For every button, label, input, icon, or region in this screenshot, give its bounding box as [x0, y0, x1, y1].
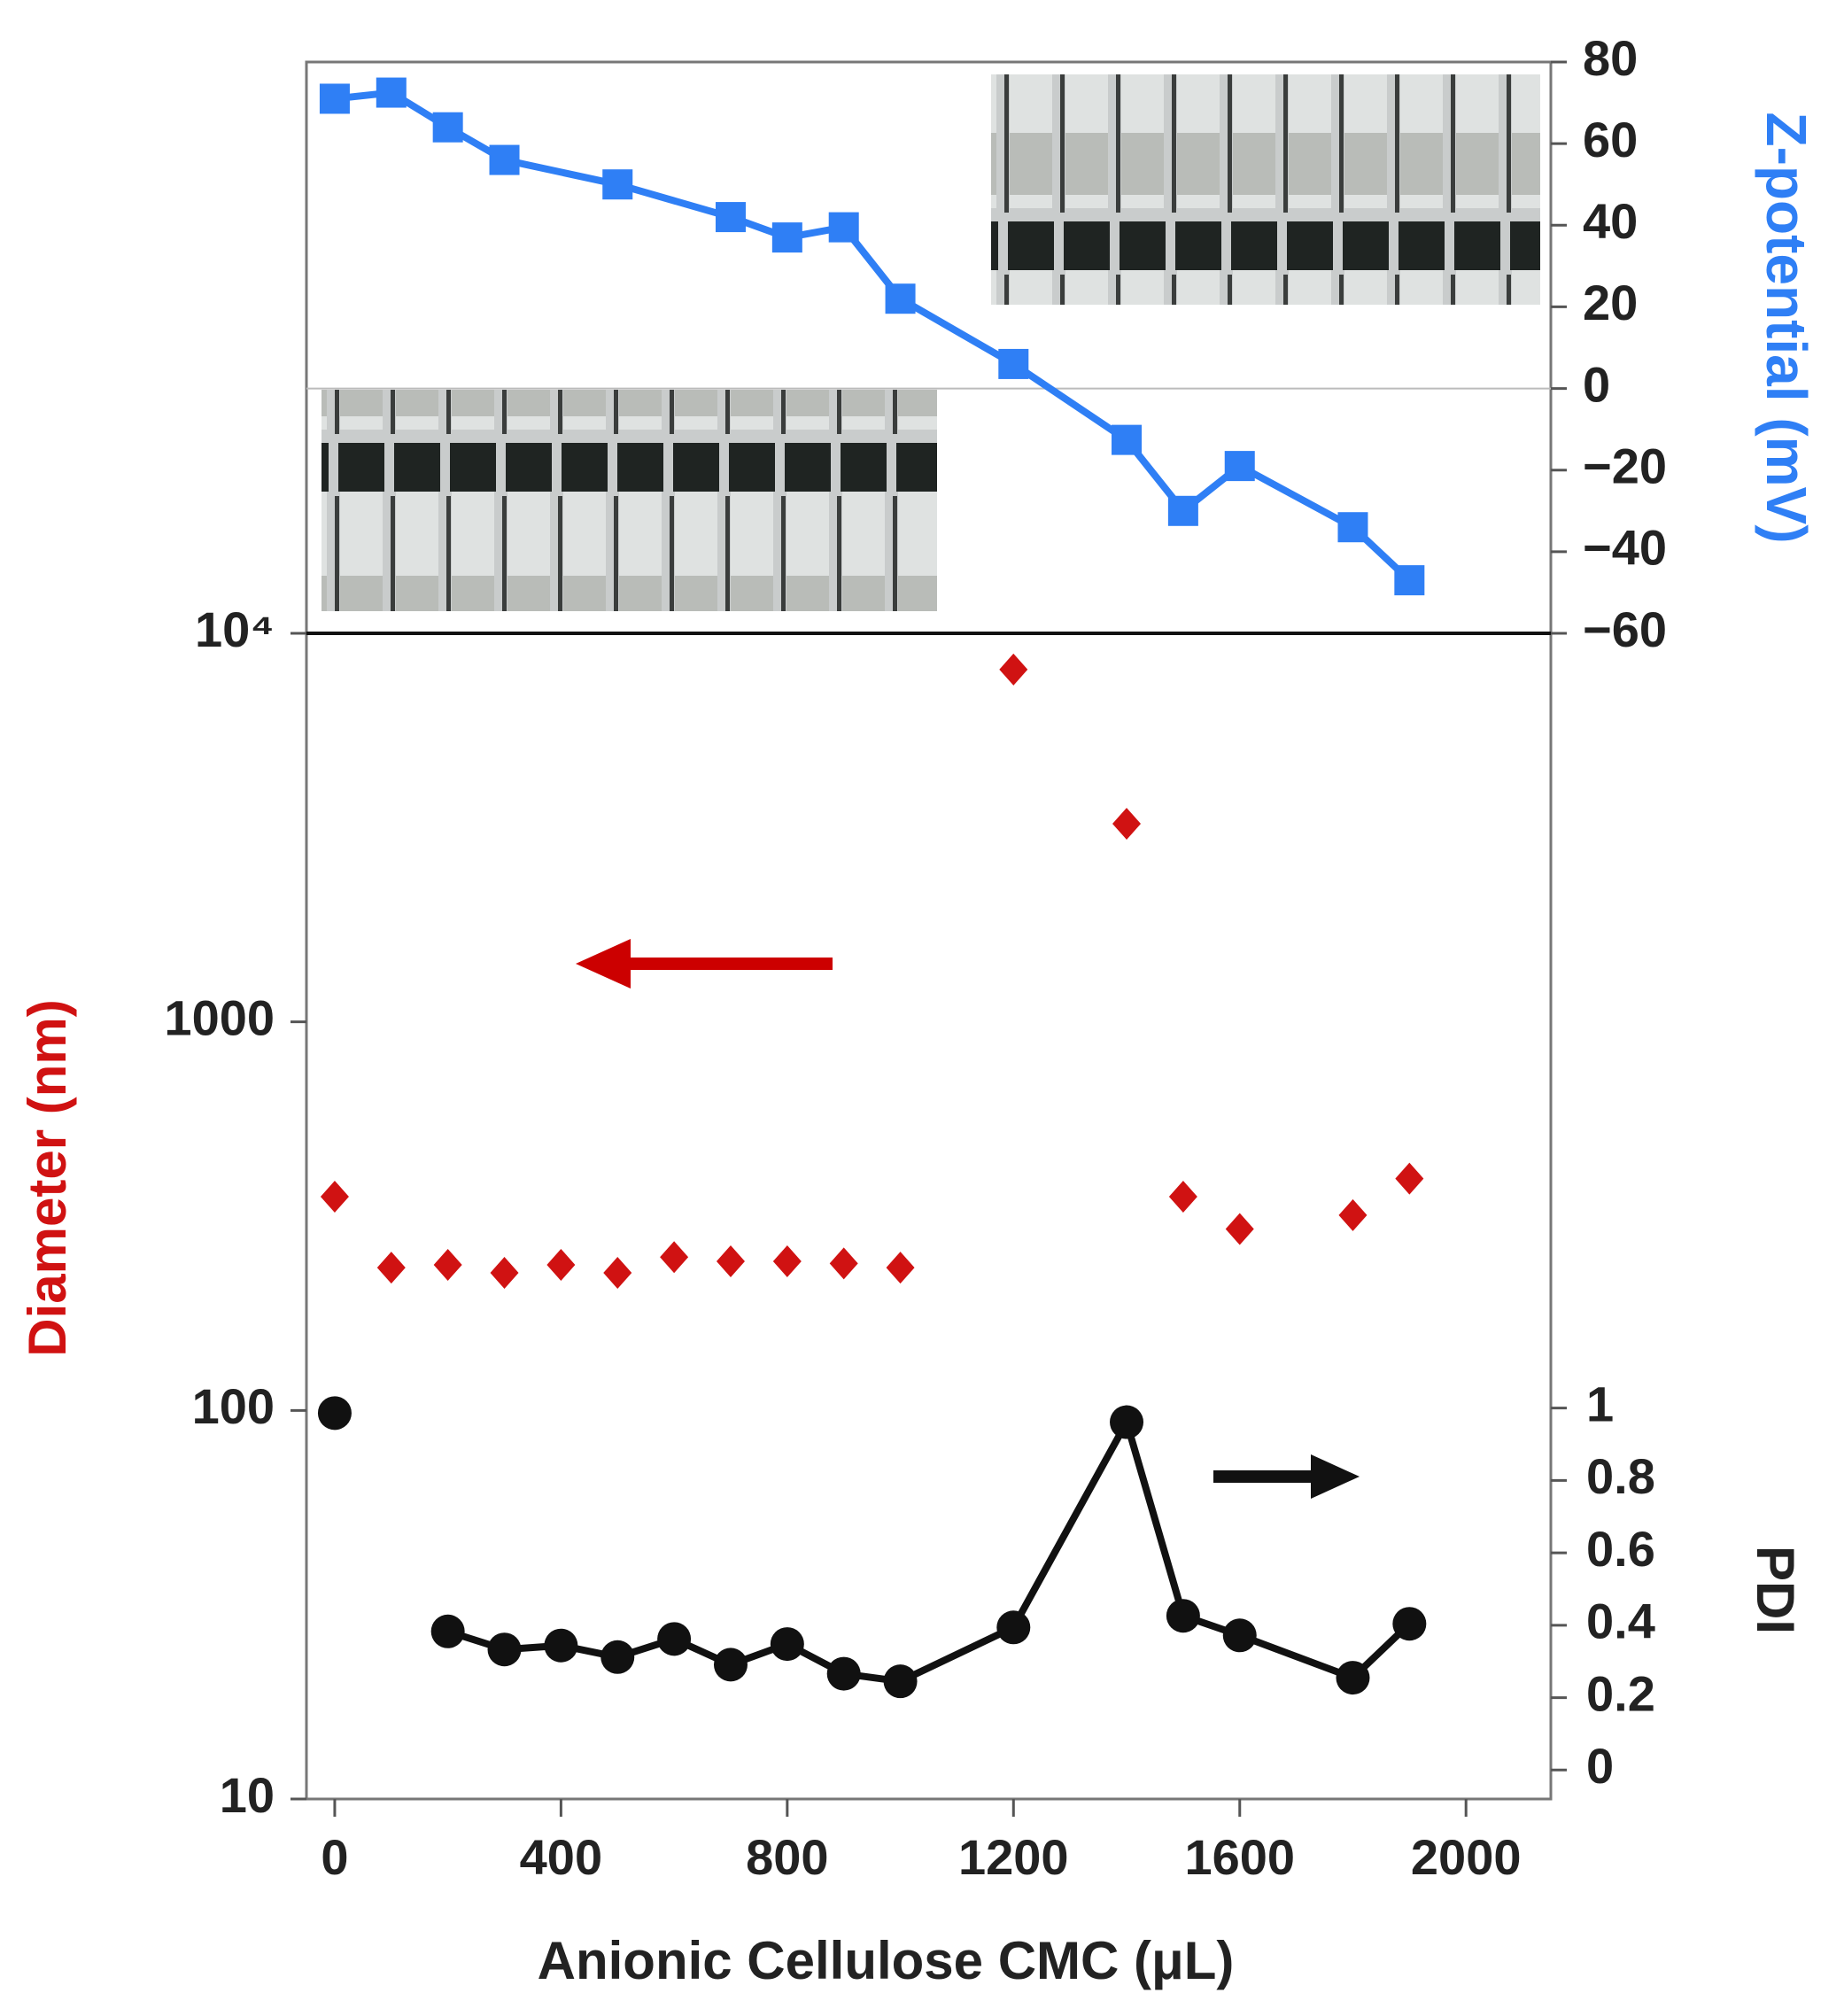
data-point: [319, 83, 350, 114]
data-point: [1394, 565, 1425, 596]
y-tick-label: 10: [220, 1767, 275, 1823]
data-point: [883, 1664, 918, 1699]
data-point: [1112, 807, 1142, 840]
data-point: [1167, 495, 1198, 526]
data-point: [999, 653, 1028, 686]
data-point: [771, 222, 802, 253]
data-point: [1337, 512, 1368, 543]
y-tick-label: 0: [1583, 356, 1610, 412]
data-point: [715, 202, 746, 233]
data-point: [544, 1628, 578, 1663]
data-point: [716, 1244, 745, 1277]
photo-inset: [991, 74, 1540, 305]
data-point: [317, 1396, 352, 1431]
data-point: [600, 1640, 635, 1674]
data-point: [546, 1248, 576, 1281]
data-point: [602, 169, 633, 200]
data-point: [1392, 1607, 1427, 1641]
y-tick-label: 20: [1583, 275, 1638, 330]
y-tick-label: −20: [1583, 438, 1667, 494]
y-tick-label: 10⁴: [195, 601, 275, 657]
y-tick-label: 80: [1583, 30, 1638, 86]
data-point: [1166, 1599, 1200, 1633]
data-point: [430, 1614, 465, 1648]
data-point: [1224, 451, 1255, 482]
y2-axis-label: PDI: [1746, 1546, 1805, 1634]
y2-tick-label: 0.6: [1586, 1521, 1655, 1577]
data-point: [1168, 1180, 1197, 1213]
y2-tick-label: 0.4: [1586, 1593, 1655, 1649]
x-axis-label: Anionic Cellulose CMC (μL): [538, 1931, 1235, 1990]
data-point: [603, 1256, 632, 1289]
data-point: [1395, 1162, 1424, 1195]
data-point: [433, 1248, 462, 1281]
data-point: [376, 1252, 406, 1284]
y-axis-label: Diameter (nm): [18, 999, 77, 1356]
z-axis-label: Z-potential (mV): [1755, 112, 1818, 543]
data-point: [320, 1180, 349, 1213]
x-tick-label: 400: [520, 1829, 602, 1885]
arrow-right: [1213, 1454, 1360, 1499]
y2-tick-label: 0.2: [1586, 1665, 1655, 1721]
data-point: [487, 1632, 522, 1667]
data-point: [886, 1252, 915, 1284]
data-point: [489, 144, 520, 175]
y-tick-label: 100: [192, 1378, 275, 1434]
data-point: [998, 348, 1029, 379]
data-point: [1338, 1198, 1368, 1231]
y-tick-label: 1000: [164, 989, 275, 1045]
data-point: [829, 1247, 858, 1280]
y2-tick-label: 0.8: [1586, 1448, 1655, 1504]
data-point: [1112, 424, 1143, 455]
photo-inset: [322, 390, 937, 611]
data-point: [432, 112, 463, 143]
x-tick-label: 1600: [1184, 1829, 1295, 1885]
data-point: [1225, 1213, 1254, 1245]
data-point: [885, 283, 916, 314]
y-tick-label: 40: [1583, 193, 1638, 249]
data-point: [713, 1648, 748, 1682]
data-point: [770, 1627, 804, 1662]
data-point: [1110, 1405, 1144, 1439]
data-point: [828, 212, 859, 243]
data-point: [1222, 1618, 1257, 1653]
y-tick-label: −60: [1583, 601, 1667, 657]
arrow-left: [576, 939, 833, 989]
data-point: [996, 1610, 1031, 1645]
data-point: [772, 1244, 802, 1277]
data-point: [376, 77, 407, 108]
data-point: [1336, 1661, 1370, 1695]
x-tick-label: 800: [746, 1829, 828, 1885]
data-point: [660, 1241, 689, 1274]
data-point: [657, 1622, 692, 1656]
series-line: [446, 1418, 1413, 1686]
x-tick-label: 0: [321, 1829, 348, 1885]
y2-tick-label: 0: [1586, 1738, 1614, 1794]
x-tick-label: 2000: [1411, 1829, 1522, 1885]
data-point: [490, 1256, 519, 1289]
x-tick-label: 1200: [958, 1829, 1069, 1885]
y-tick-label: 60: [1583, 112, 1638, 167]
y2-tick-label: 1: [1586, 1376, 1614, 1431]
y-tick-label: −40: [1583, 520, 1667, 576]
data-point: [826, 1656, 861, 1691]
